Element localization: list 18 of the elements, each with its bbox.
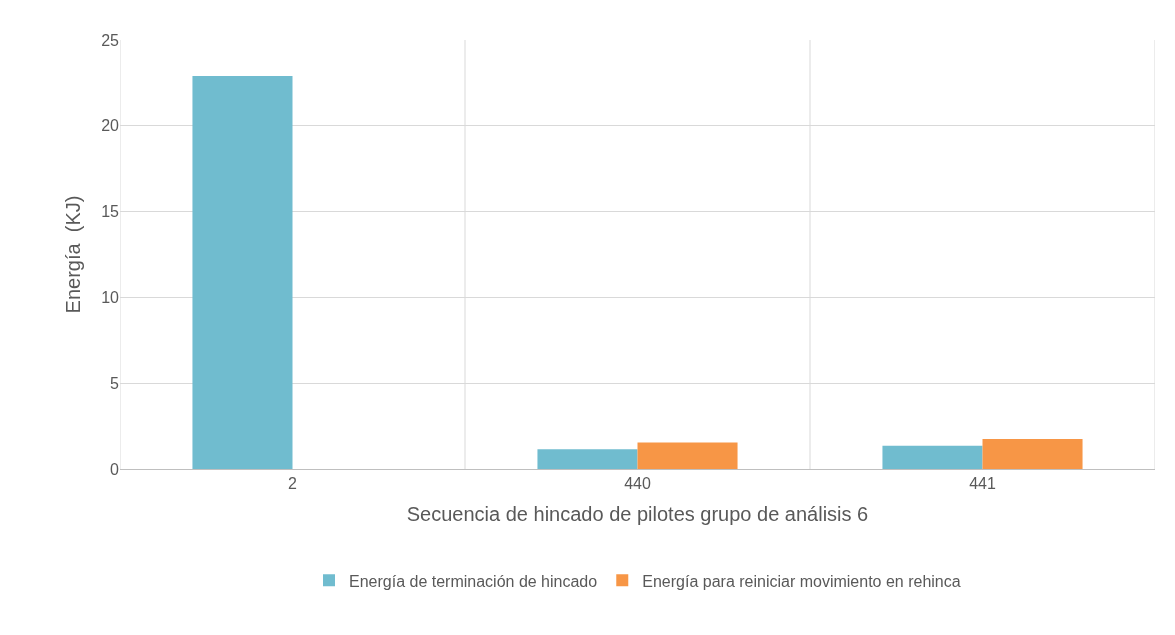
bar	[537, 449, 638, 469]
x-tick-label: 440	[624, 475, 651, 493]
bar	[637, 442, 738, 469]
bar	[192, 76, 293, 469]
y-tick-label: 0	[110, 460, 120, 478]
bar	[982, 438, 1083, 469]
y-tick-label: 15	[101, 203, 120, 221]
legend-label: Energía de terminación de hincado	[349, 572, 598, 590]
x-tick-label: 441	[969, 475, 996, 493]
bar	[882, 445, 983, 469]
y-tick-label: 20	[101, 117, 120, 135]
y-tick-label: 10	[101, 289, 120, 306]
y-tick-label: 25	[101, 31, 120, 49]
y-tick-label: 5	[110, 374, 120, 392]
x-axis-title: Secuencia de hincado de pilotes grupo de análisis 6	[406, 502, 869, 525]
legend-label: Energía para reiniciar movimiento en rehinca	[642, 572, 961, 590]
x-tick-label: 2	[288, 475, 298, 493]
y-axis-title: Energía (KJ)	[61, 195, 84, 314]
